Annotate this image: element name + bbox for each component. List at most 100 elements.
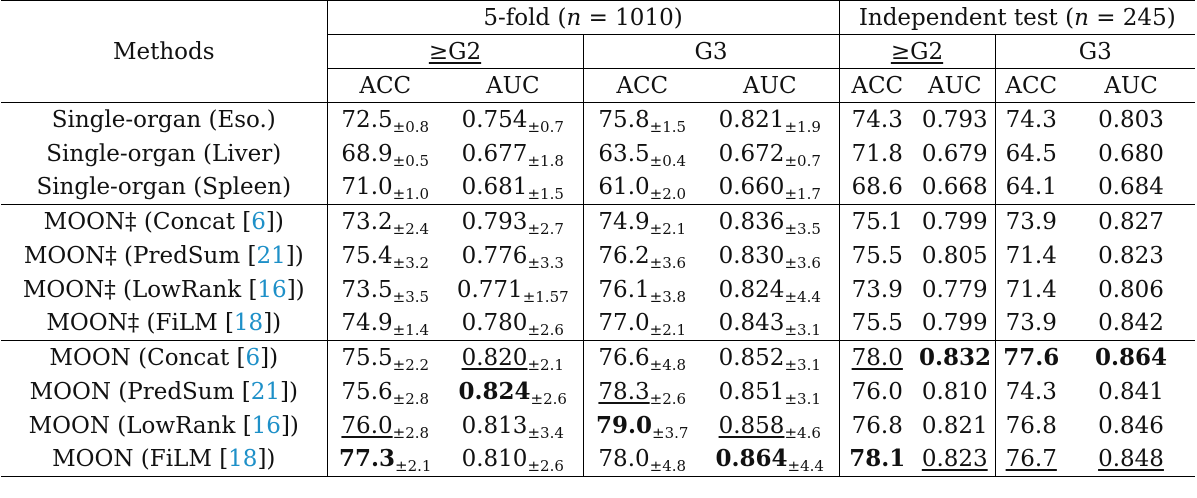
citation-link[interactable]: 6 [251, 208, 266, 235]
method-name: MOON (LowRank [16]) [1, 408, 328, 443]
value-cell: 0.803 [1067, 102, 1195, 137]
value-text: 75.5 [851, 310, 903, 337]
citation-link[interactable]: 21 [250, 378, 280, 405]
value-text: 0.821 [921, 412, 988, 439]
std-text: ±3.8 [649, 287, 687, 306]
std-text: ±0.7 [527, 117, 564, 136]
value-cell: 0.684 [1067, 171, 1195, 205]
value-cell: 77.3±2.1 [327, 442, 443, 477]
table-row: MOON‡ (Concat [6]) 73.2±2.4 0.793±2.7 74.9±… [1, 204, 1195, 239]
value-cell: 61.0±2.0 [583, 171, 701, 205]
value-text: 0.672 [718, 140, 785, 167]
std-text: ±2.8 [392, 423, 430, 442]
value-text: 0.799 [921, 310, 988, 337]
value-text: 74.9 [598, 208, 650, 235]
value-cell: 0.793 [915, 102, 996, 137]
value-text: 0.864 [715, 445, 788, 473]
value-cell: 0.681±1.5 [443, 170, 584, 205]
value-cell: 76.8 [839, 409, 915, 443]
value-text: 77.3 [339, 445, 396, 473]
value-cell: 78.0 [839, 340, 915, 375]
value-cell: 73.5±3.5 [327, 273, 443, 307]
value-cell: 0.824±4.4 [701, 272, 840, 307]
value-text: 0.799 [921, 208, 988, 235]
citation-link[interactable]: 6 [245, 344, 261, 371]
value-text: 0.830 [718, 242, 785, 269]
methods-header: Methods [1, 0, 328, 103]
value-cell: 78.1 [839, 442, 915, 477]
value-text: 0.821 [718, 106, 785, 133]
std-text: ±2.8 [392, 389, 430, 408]
std-text: ±2.1 [395, 457, 432, 476]
value-text: 78.0 [851, 344, 903, 371]
value-cell: 64.5 [995, 137, 1067, 171]
value-text: 68.6 [851, 174, 903, 201]
value-cell: 0.779 [915, 272, 996, 307]
citation-link[interactable]: 16 [251, 412, 281, 439]
std-text: ±2.1 [527, 355, 564, 374]
value-text: 0.832 [919, 343, 992, 371]
std-text: ±2.1 [649, 321, 687, 340]
value-text: 73.2 [341, 208, 393, 235]
value-text: 64.5 [1005, 140, 1057, 167]
value-cell: 0.805 [915, 238, 996, 273]
value-text: 0.677 [461, 140, 528, 167]
value-text: 75.5 [851, 242, 903, 269]
std-text: ±4.4 [787, 457, 824, 476]
value-cell: 71.0±1.0 [327, 171, 443, 205]
value-cell: 74.3 [995, 102, 1067, 137]
method-name: Single-organ (Spleen) [1, 170, 328, 205]
value-text: 0.842 [1098, 310, 1164, 337]
value-text: 75.1 [851, 208, 903, 235]
value-text: 75.6 [341, 378, 393, 405]
value-text: 76.8 [851, 412, 903, 439]
citation-link[interactable]: 18 [233, 310, 264, 337]
value-text: 0.823 [1098, 242, 1164, 269]
citation-link[interactable]: 21 [256, 242, 286, 269]
std-text: ±2.6 [649, 389, 687, 408]
value-cell: 0.848 [1067, 442, 1195, 477]
value-text: 72.5 [341, 106, 393, 133]
value-text: 0.823 [921, 446, 988, 473]
value-cell: 77.6 [995, 340, 1067, 375]
value-text: 71.4 [1005, 276, 1057, 303]
value-cell: 74.9±1.4 [327, 307, 443, 341]
value-text: 74.9 [341, 310, 393, 337]
acc-header: ACC [616, 72, 669, 99]
fivefold-g3-header: G3 [583, 34, 840, 69]
value-cell: 79.0±3.7 [583, 409, 701, 443]
value-cell: 0.852±3.1 [701, 340, 840, 375]
value-text: 0.810 [921, 378, 988, 405]
std-text: ±3.6 [784, 253, 821, 272]
std-text: ±1.4 [392, 321, 430, 340]
citation-link[interactable]: 16 [257, 276, 287, 303]
value-cell: 78.0±4.8 [583, 442, 701, 477]
std-text: ±2.0 [649, 185, 687, 204]
value-text: 76.8 [1005, 412, 1057, 439]
value-text: 74.3 [851, 106, 903, 133]
value-cell: 0.832 [915, 340, 996, 375]
value-text: 0.836 [718, 208, 785, 235]
table-row: MOON (Concat [6]) 75.5±2.2 0.820±2.1 76.6±4… [1, 340, 1195, 375]
std-text: ±3.6 [649, 253, 687, 272]
citation-link[interactable]: 18 [228, 446, 258, 473]
value-text: 76.6 [598, 344, 650, 371]
std-text: ±3.7 [652, 423, 689, 442]
value-text: 0.820 [461, 344, 528, 371]
value-text: 0.824 [458, 377, 531, 405]
value-cell: 74.3 [995, 375, 1067, 409]
std-text: ±2.6 [530, 389, 567, 408]
value-text: 0.679 [921, 140, 988, 167]
std-text: ±0.7 [784, 151, 821, 170]
value-text: 0.780 [461, 310, 528, 337]
std-text: ±3.1 [784, 321, 821, 340]
value-cell: 0.823 [1067, 239, 1195, 273]
std-text: ±3.4 [527, 423, 564, 442]
value-text: 0.793 [461, 208, 528, 235]
value-cell: 73.9 [995, 307, 1067, 341]
value-cell: 0.842 [1067, 307, 1195, 341]
value-text: 77.0 [598, 310, 650, 337]
value-text: 0.681 [461, 174, 528, 201]
method-name: Single-organ (Liver) [1, 136, 328, 171]
value-text: 76.0 [341, 412, 393, 439]
